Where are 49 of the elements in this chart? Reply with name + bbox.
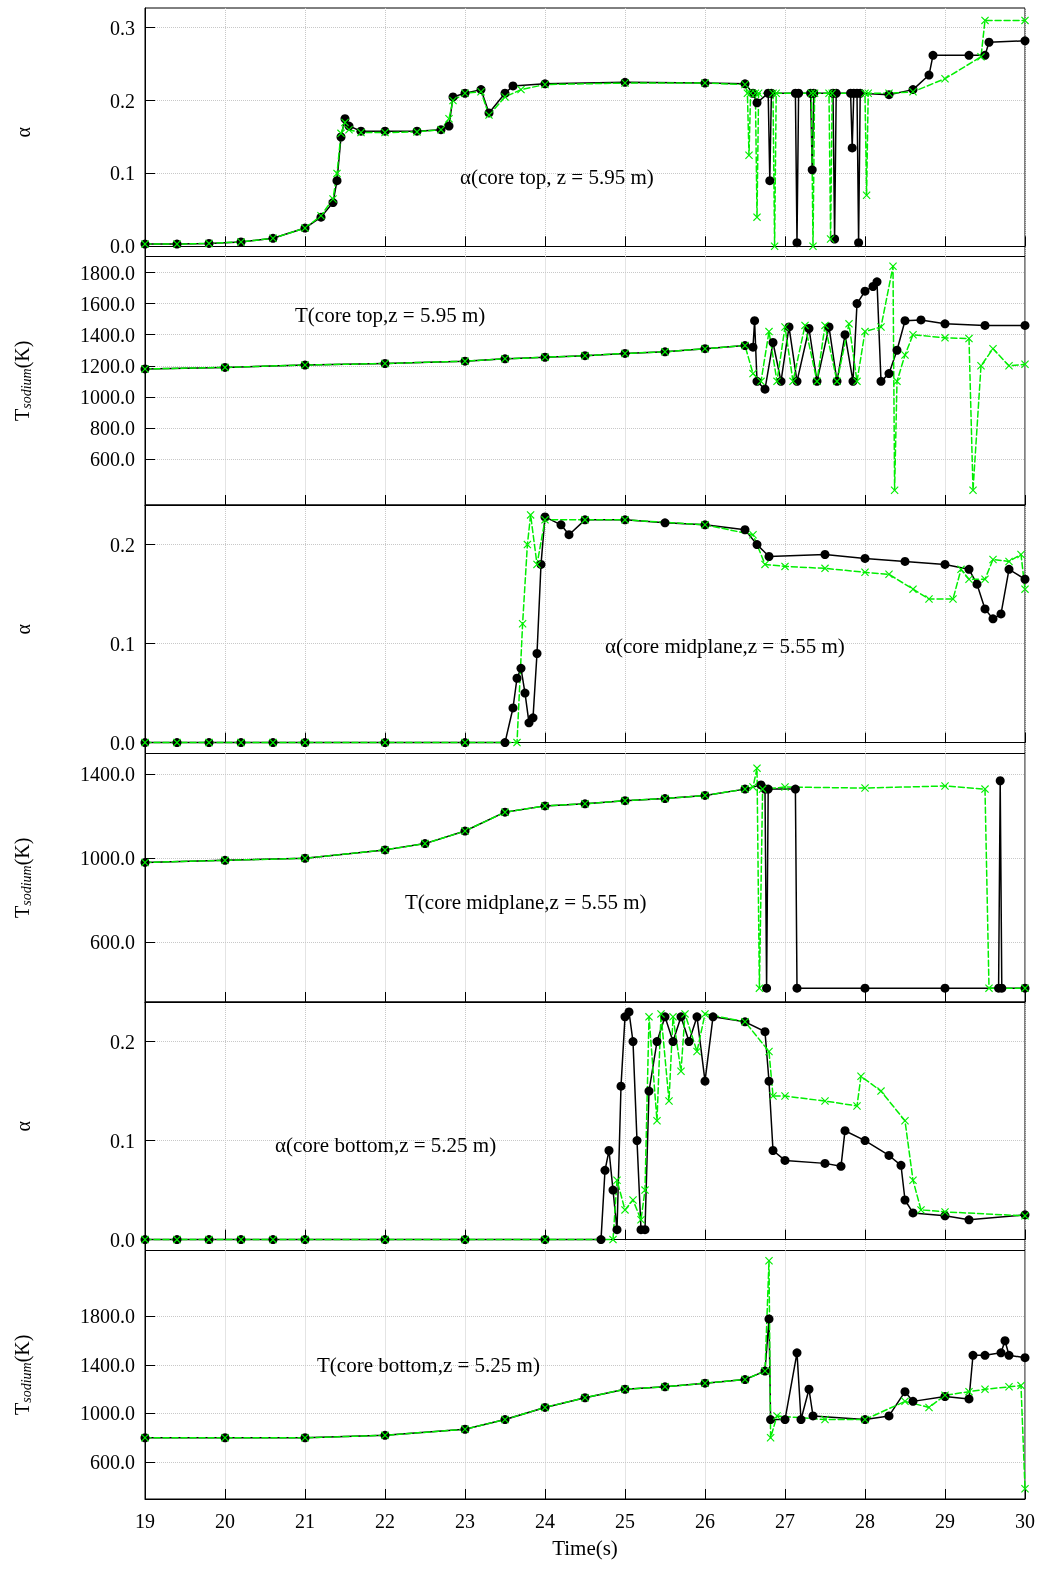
- x-tick-label: 24: [535, 1510, 555, 1532]
- y-axis-title: Tsodium(K): [11, 340, 34, 421]
- annotation: T(core bottom,z = 5.25 m): [317, 1352, 540, 1377]
- annotation: α(core midplane,z = 5.55 m): [605, 633, 845, 658]
- y-tick-label: 1800.0: [80, 1305, 135, 1328]
- y-tick-label: 1400.0: [80, 1353, 135, 1376]
- y-tick-label: 800.0: [90, 417, 135, 440]
- y-tick-label: 0.2: [110, 89, 135, 112]
- y-axis-title: α: [12, 126, 34, 138]
- y-tick-label: 0.1: [110, 162, 135, 185]
- x-axis-title: Time(s): [552, 1535, 618, 1560]
- y-tick-label: 1800.0: [80, 261, 135, 284]
- y-axis-title: α: [12, 623, 34, 635]
- y-axis-title: Tsodium(K): [11, 1334, 34, 1415]
- y-tick-label: 0.0: [110, 731, 135, 754]
- y-axis-title: α: [12, 1120, 34, 1132]
- y-tick-label: 1200.0: [80, 354, 135, 377]
- x-tick-label: 26: [695, 1510, 715, 1532]
- annotation: α(core top, z = 5.95 m): [460, 164, 654, 189]
- x-tick-label: 29: [935, 1510, 955, 1532]
- y-tick-label: 1000.0: [80, 1402, 135, 1425]
- y-tick-label: 0.2: [110, 533, 135, 556]
- y-tick-label: 1400.0: [80, 763, 135, 786]
- x-tick-label: 28: [855, 1510, 875, 1532]
- annotation: T(core top,z = 5.95 m): [295, 302, 486, 327]
- x-tick-label: 27: [775, 1510, 795, 1532]
- annotation: T(core midplane,z = 5.55 m): [405, 889, 647, 914]
- y-tick-label: 1600.0: [80, 292, 135, 315]
- y-tick-label: 0.3: [110, 16, 135, 39]
- y-tick-label: 0.1: [110, 632, 135, 655]
- x-tick-label: 23: [455, 1510, 475, 1532]
- x-tick-label: 19: [135, 1510, 155, 1532]
- x-tick-label: 22: [375, 1510, 395, 1532]
- x-tick-label: 20: [215, 1510, 235, 1532]
- y-tick-label: 0.2: [110, 1030, 135, 1053]
- y-tick-label: 600.0: [90, 448, 135, 471]
- y-tick-label: 600.0: [90, 1451, 135, 1474]
- y-tick-label: 0.0: [110, 235, 135, 258]
- x-tick-label: 30: [1015, 1510, 1035, 1532]
- x-tick-label: 25: [615, 1510, 635, 1532]
- y-tick-label: 1000.0: [80, 847, 135, 870]
- y-tick-label: 600.0: [90, 931, 135, 954]
- y-tick-label: 1400.0: [80, 323, 135, 346]
- annotation: α(core bottom,z = 5.25 m): [275, 1132, 497, 1157]
- y-tick-label: 1000.0: [80, 385, 135, 408]
- y-tick-label: 0.1: [110, 1129, 135, 1152]
- x-tick-label: 21: [295, 1510, 315, 1532]
- y-axis-title: Tsodium(K): [11, 837, 34, 918]
- y-tick-label: 0.0: [110, 1228, 135, 1251]
